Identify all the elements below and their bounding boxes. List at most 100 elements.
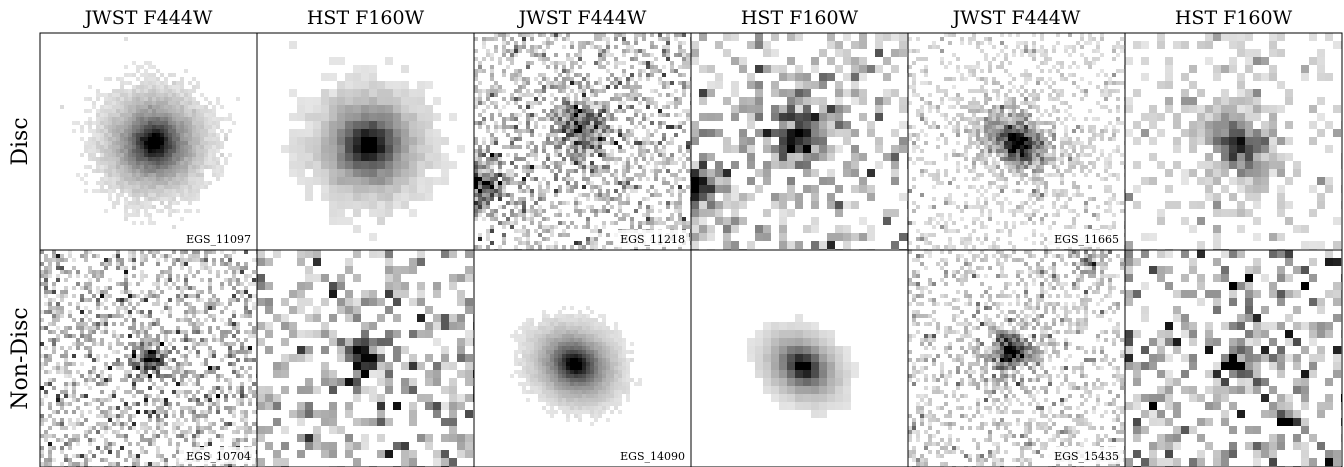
pixel	[100, 169, 104, 173]
pixel	[968, 117, 972, 121]
pixel	[574, 149, 578, 153]
pixel	[120, 93, 124, 97]
pixel	[562, 129, 566, 133]
pixel	[891, 49, 899, 57]
pixel	[972, 33, 976, 37]
pixel	[980, 221, 984, 225]
pixel	[972, 65, 976, 69]
pixel	[305, 129, 313, 137]
pixel	[602, 129, 606, 133]
pixel	[1036, 81, 1040, 85]
pixel	[1197, 241, 1205, 249]
pixel	[490, 169, 494, 173]
pixel	[851, 57, 859, 65]
pixel	[156, 169, 160, 173]
pixel	[691, 169, 699, 177]
pixel	[313, 129, 321, 137]
pixel	[96, 109, 100, 113]
pixel	[731, 193, 739, 201]
pixel	[1024, 109, 1028, 113]
pixel	[510, 145, 514, 149]
pixel	[827, 241, 835, 249]
pixel	[168, 113, 172, 117]
pixel	[184, 105, 188, 109]
pixel	[160, 89, 164, 93]
pixel	[1309, 137, 1317, 145]
pixel	[984, 189, 988, 193]
pixel	[968, 169, 972, 173]
pixel	[112, 121, 116, 125]
pixel	[140, 101, 144, 105]
pixel	[361, 137, 369, 145]
pixel	[180, 193, 184, 197]
pixel	[494, 85, 498, 89]
pixel	[518, 189, 522, 193]
pixel	[526, 161, 530, 165]
pixel	[562, 233, 566, 237]
pixel	[670, 161, 674, 165]
pixel	[502, 125, 506, 129]
pixel	[578, 129, 582, 133]
pixel	[510, 113, 514, 117]
pixel	[329, 153, 337, 161]
pixel	[1205, 169, 1213, 177]
pixel	[964, 241, 968, 245]
pixel	[168, 157, 172, 161]
pixel	[650, 133, 654, 137]
pixel	[56, 402, 60, 406]
pixel	[100, 189, 104, 193]
pixel	[1253, 185, 1261, 193]
pixel	[662, 45, 666, 49]
pixel	[562, 77, 566, 81]
pixel	[618, 101, 622, 105]
pixel	[48, 442, 52, 446]
pixel	[112, 145, 116, 149]
pixel	[1004, 57, 1008, 61]
pixel	[88, 129, 92, 133]
pixel	[1237, 169, 1245, 177]
pixel	[590, 113, 594, 117]
pixel	[56, 314, 60, 318]
pixel	[964, 201, 968, 205]
pixel	[1245, 153, 1253, 161]
pixel	[502, 221, 506, 225]
pixel	[160, 185, 164, 189]
pixel	[377, 137, 385, 145]
pixel	[682, 73, 686, 77]
pixel	[972, 229, 976, 233]
pixel	[980, 193, 984, 197]
pixel	[1012, 133, 1016, 137]
pixel	[433, 145, 441, 153]
pixel	[538, 93, 542, 97]
pixel	[104, 101, 108, 105]
pixel	[510, 181, 514, 185]
pixel	[1229, 153, 1237, 161]
pixel	[433, 177, 441, 185]
pixel	[1149, 113, 1157, 121]
pixel	[642, 125, 646, 129]
pixel	[526, 101, 530, 105]
pixel	[582, 157, 586, 161]
pixel	[924, 133, 928, 137]
pixel	[60, 438, 64, 442]
pixel	[1112, 193, 1116, 197]
pixel	[172, 129, 176, 133]
pixel	[393, 145, 401, 153]
pixel	[570, 65, 574, 69]
pixel	[1253, 129, 1261, 137]
pixel	[1048, 133, 1052, 137]
pixel	[558, 105, 562, 109]
pixel	[144, 89, 148, 93]
pixel	[425, 185, 433, 193]
pixel	[1020, 121, 1024, 125]
pixel	[100, 117, 104, 121]
pixel	[1104, 89, 1108, 93]
pixel	[160, 157, 164, 161]
pixel	[912, 125, 916, 129]
pixel	[72, 410, 76, 414]
pixel	[1032, 125, 1036, 129]
pixel	[1024, 201, 1028, 205]
pixel	[1261, 153, 1269, 161]
pixel	[510, 53, 514, 57]
pixel	[691, 57, 699, 65]
